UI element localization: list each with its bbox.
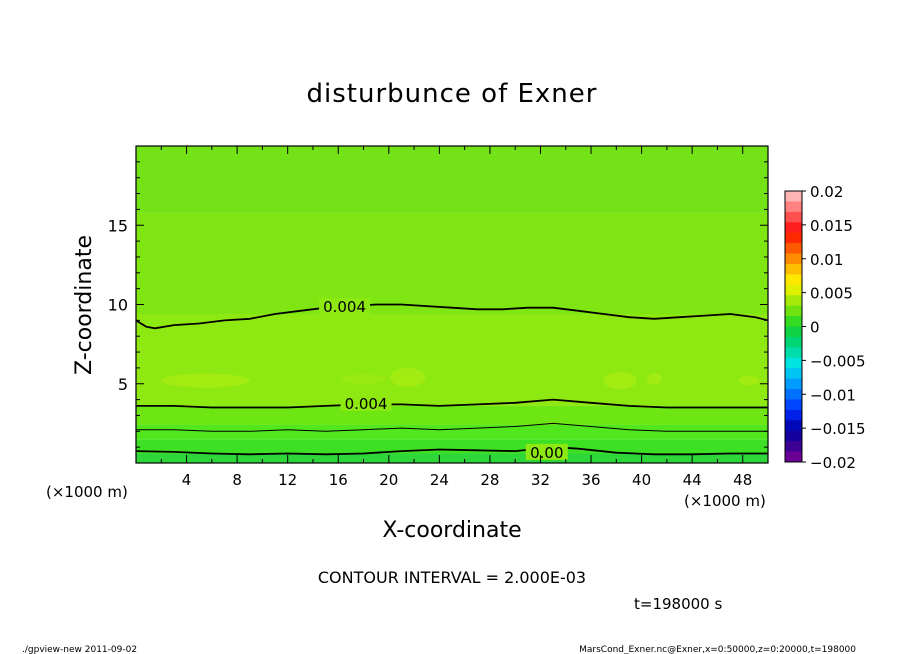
x-tick-label: 24 [430, 471, 449, 489]
fill-band-5 [136, 212, 768, 315]
fill-band-2 [136, 424, 768, 440]
colorbar-swatch-8 [785, 274, 802, 286]
colorbar-swatch-25 [785, 451, 802, 463]
fill-band-0 [136, 453, 768, 463]
colorbar-label-2: 0.01 [810, 251, 843, 269]
colorbar-label-1: 0.015 [810, 217, 853, 235]
x-tick-label: 44 [683, 471, 702, 489]
colorbar-label-0: 0.02 [810, 183, 843, 201]
x-axis-ticks: 4 8 12 16 20 24 28 32 36 40 44 48 [135, 146, 769, 489]
fill-highlight-4 [738, 375, 760, 386]
colorbar-swatch-6 [785, 253, 802, 265]
colorbar [784, 190, 803, 463]
fill-highlight-1 [390, 367, 426, 387]
y-tick-label: 5 [118, 375, 128, 394]
x-tick-label: 8 [232, 471, 242, 489]
x-tick-label: 16 [329, 471, 348, 489]
colorbar-swatch-9 [785, 284, 802, 296]
fill-highlight-5 [340, 374, 387, 384]
colorbar-swatch-14 [785, 336, 802, 348]
footer-right: MarsCond_Exner.nc@Exner,x=0:50000,z=0:20… [579, 645, 856, 654]
contour-line-2 [136, 422, 768, 432]
fill-band-6 [136, 146, 768, 213]
contour-lines [136, 303, 768, 456]
contour-label-2: 0.00 [530, 444, 563, 462]
colorbar-label-8: −0.02 [810, 454, 856, 472]
y-tick-label: 15 [108, 216, 128, 235]
colorbar-swatch-17 [785, 368, 802, 380]
fill-highlight-2 [603, 371, 637, 390]
contour-line-3 [136, 446, 768, 456]
colorbar-swatch-19 [785, 389, 802, 400]
colorbar-swatch-18 [785, 378, 802, 390]
x-tick-label: 12 [278, 471, 297, 489]
x-tick-label: 48 [733, 471, 752, 489]
colorbar-swatch-1 [785, 201, 802, 213]
colorbar-swatch-21 [785, 409, 802, 421]
x-tick-label: 36 [581, 471, 600, 489]
colorbar-swatch-3 [785, 222, 802, 234]
colorbar-swatch-2 [785, 211, 802, 223]
colorbar-swatch-24 [785, 441, 802, 453]
colorbar-swatch-22 [785, 420, 802, 432]
colorbar-swatch-15 [785, 347, 802, 359]
contour-interval-text: CONTOUR INTERVAL = 2.000E-03 [318, 568, 586, 587]
contour-labels: 0.004 0.004 0.00 [319, 298, 568, 462]
colorbar-swatch-5 [785, 243, 802, 255]
fill-highlight-0 [161, 373, 250, 388]
x-tick-label: 28 [480, 471, 499, 489]
x-axis-label: X-coordinate [382, 518, 521, 543]
colorbar-swatch-7 [785, 263, 802, 275]
contour-label-bg-0 [319, 298, 371, 315]
chart-title: disturbunce of Exner [307, 79, 598, 109]
colorbar-swatch-20 [785, 399, 802, 411]
y-axis-ticks: 5 10 15 [108, 145, 768, 464]
colorbar-swatch-11 [785, 305, 802, 317]
fill-band-1 [136, 439, 768, 454]
colorbar-swatch-4 [785, 232, 802, 244]
y-axis-label: Z-coordinate [72, 235, 97, 375]
x-tick-label: 40 [632, 471, 651, 489]
y-tick-label: 10 [108, 296, 128, 315]
contour-line-0 [136, 303, 768, 330]
fill-band-4 [136, 314, 768, 406]
contour-label-bg-2 [525, 443, 568, 460]
time-label: t=198000 s [634, 595, 722, 613]
colorbar-labels: 0.02 0.015 0.01 0.005 0 −0.005 −0.01 −0.015 −0.0… [802, 183, 866, 472]
fill-band-3 [136, 405, 768, 425]
x-unit-right: (×1000 m) [684, 492, 766, 510]
x-tick-label: 4 [182, 471, 192, 489]
colorbar-swatch-23 [785, 430, 802, 442]
colorbar-label-3: 0.005 [810, 285, 853, 303]
contour-label-1: 0.004 [345, 395, 388, 413]
colorbar-label-7: −0.015 [810, 420, 866, 438]
footer-left: ./gpview-new 2011-09-02 [22, 645, 137, 654]
colorbar-swatch-0 [785, 191, 802, 202]
x-tick-label: 20 [379, 471, 398, 489]
colorbar-swatch-10 [785, 295, 802, 307]
colorbar-label-5: −0.005 [810, 352, 866, 370]
contour-label-0: 0.004 [323, 298, 366, 316]
contour-line-1 [136, 398, 768, 409]
colorbar-swatch-12 [785, 316, 802, 327]
fill-highlight-3 [646, 373, 662, 385]
colorbar-label-4: 0 [810, 319, 820, 337]
x-tick-label: 32 [531, 471, 550, 489]
colorbar-label-6: −0.01 [810, 386, 856, 404]
plot-fill-area [136, 146, 768, 463]
contour-label-bg-1 [340, 394, 392, 411]
colorbar-swatch-16 [785, 357, 802, 369]
x-unit-left: (×1000 m) [46, 483, 128, 501]
colorbar-swatch-13 [785, 326, 802, 338]
